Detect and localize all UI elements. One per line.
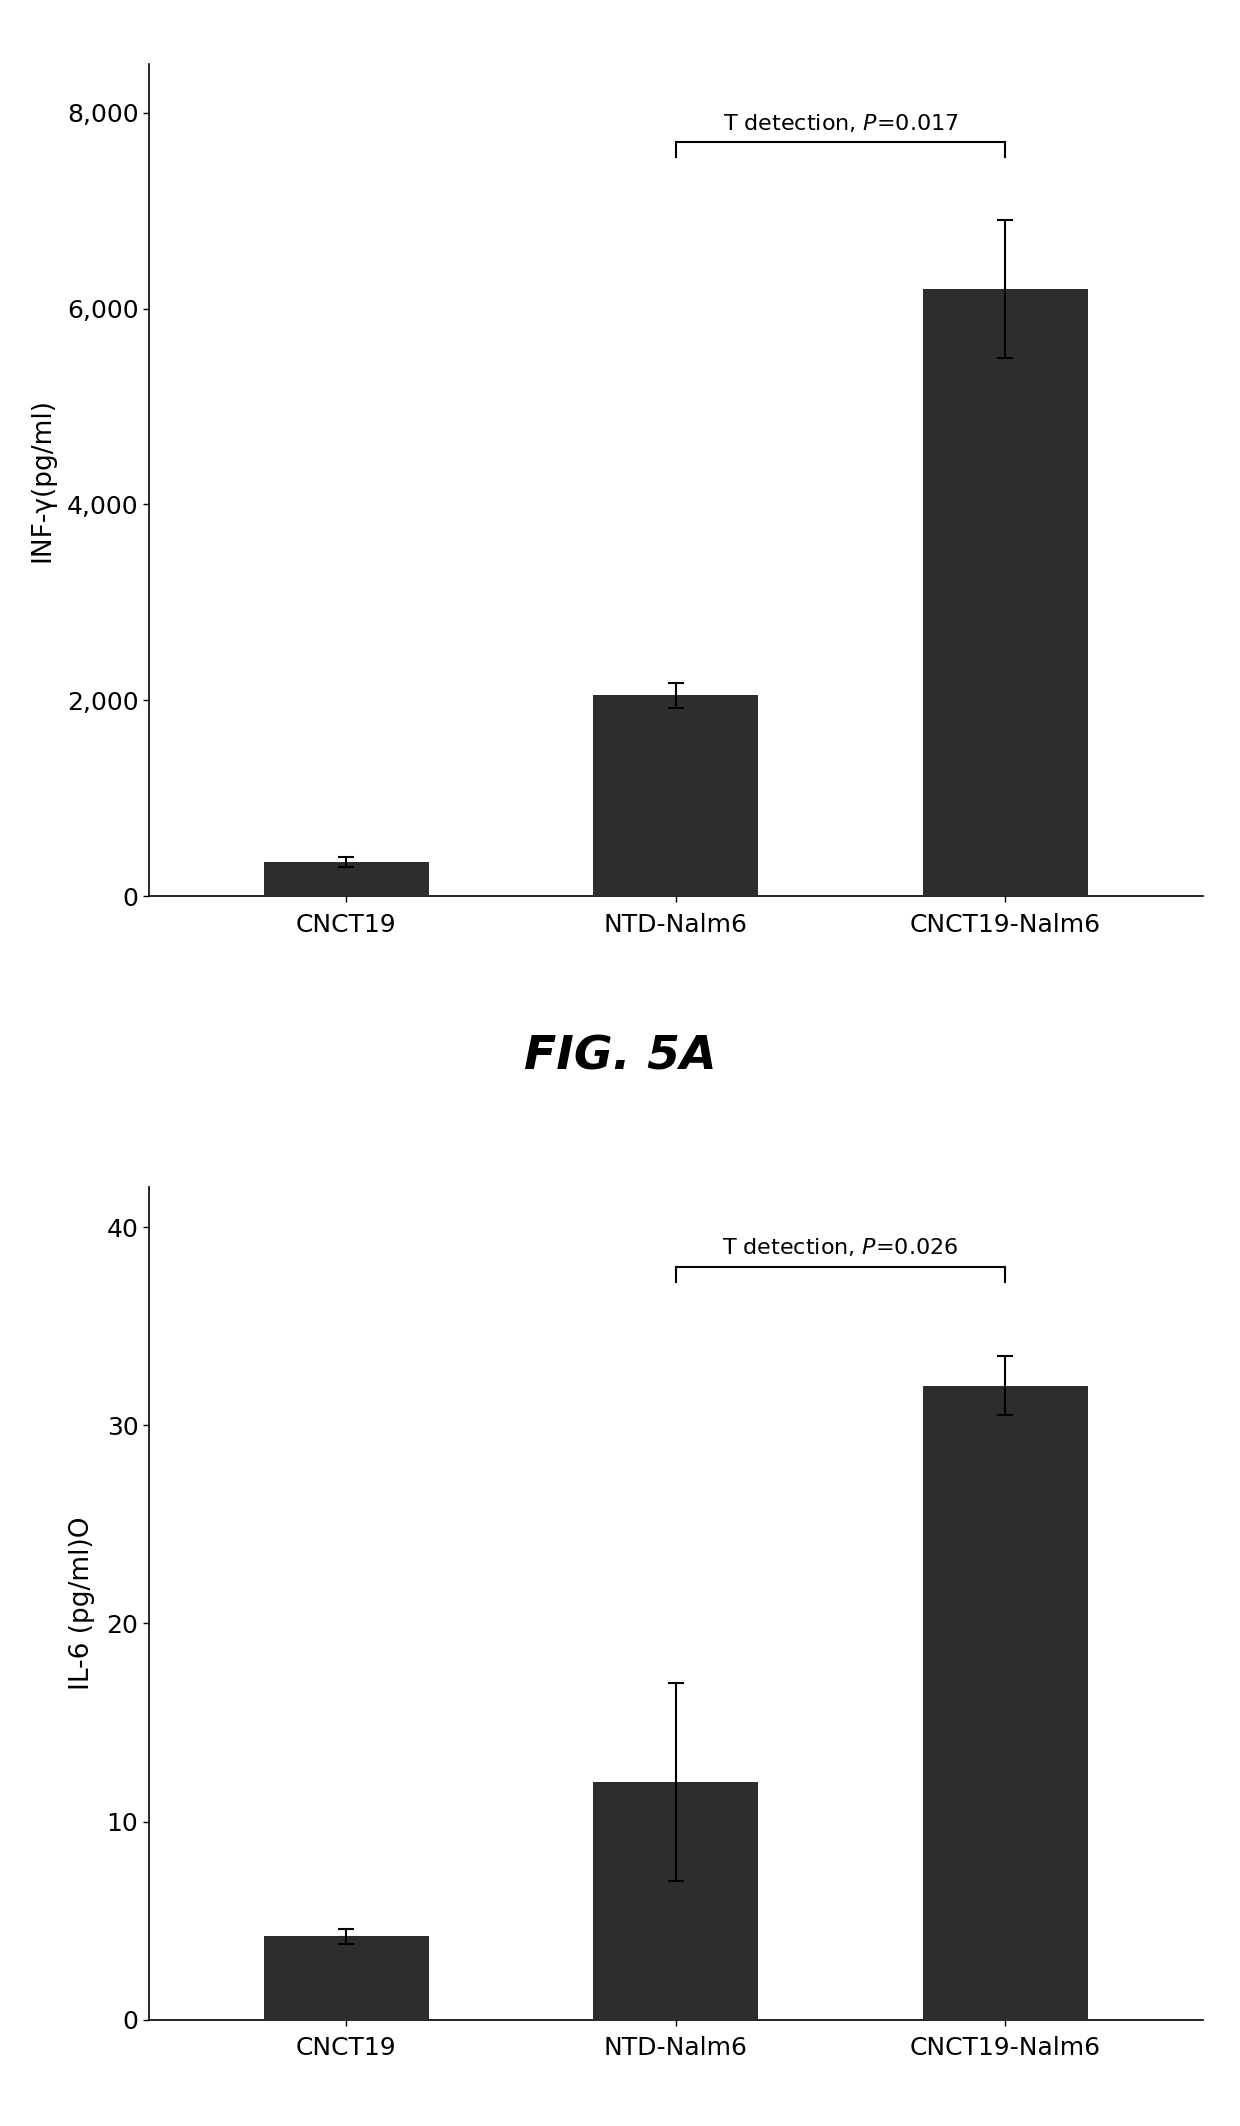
Bar (923, 289, 1087, 895)
Text: T detection, $\it{P}$=0.017: T detection, $\it{P}$=0.017 (723, 113, 959, 134)
Text: T detection, $\it{P}$=0.026: T detection, $\it{P}$=0.026 (723, 1237, 959, 1259)
Bar (264, 1937, 429, 2020)
Bar (594, 1782, 758, 2020)
Text: FIG. 5A: FIG. 5A (523, 1033, 717, 1080)
Y-axis label: IL-6 (pg/ml)O: IL-6 (pg/ml)O (69, 1516, 95, 1690)
Bar (264, 861, 429, 895)
Bar (594, 695, 758, 895)
Bar (923, 1386, 1087, 2020)
Y-axis label: INF-γ(pg/ml): INF-γ(pg/ml) (30, 398, 56, 561)
